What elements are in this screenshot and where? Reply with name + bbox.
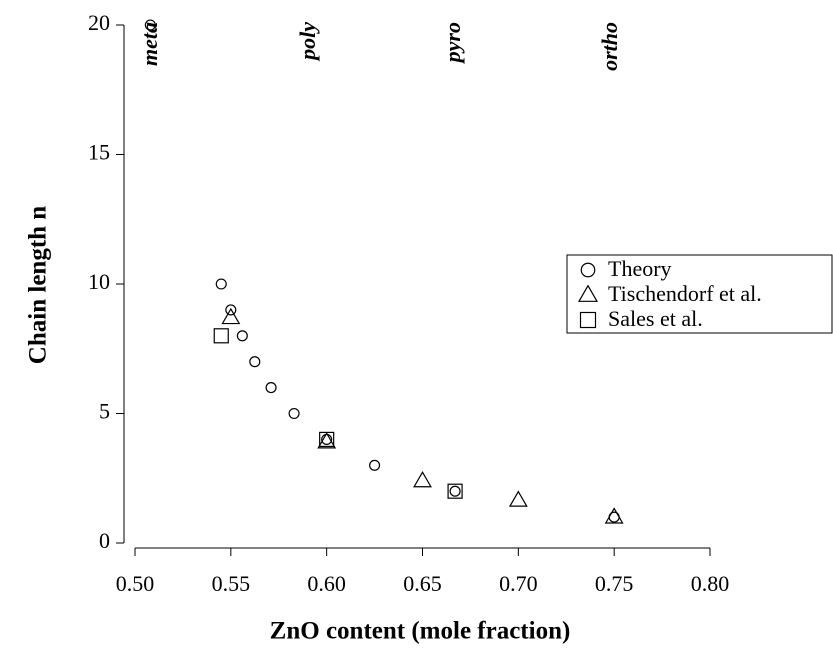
marker-triangle (508, 490, 528, 507)
annotation: meta (137, 22, 162, 66)
annotation: ortho (597, 22, 622, 71)
annotation: pyro (440, 22, 465, 64)
marker-circle (288, 407, 300, 420)
marker-triangle (604, 507, 624, 524)
legend-label: Sales et al. (608, 306, 703, 331)
marker-circle (580, 262, 596, 278)
marker-triangle (221, 307, 241, 325)
marker-circle (225, 304, 237, 316)
marker-circle (449, 485, 461, 497)
y-tick-label: 20 (88, 10, 110, 35)
x-tick-label: 0.60 (307, 571, 346, 596)
y-tick-label: 10 (88, 269, 110, 294)
legend-label: Tischendorf et al. (608, 281, 762, 306)
annotation: poly (295, 22, 320, 62)
legend-label: Theory (608, 256, 672, 281)
x-axis-title: ZnO content (mole fraction) (270, 618, 571, 645)
x-tick-label: 0.75 (595, 571, 634, 596)
marker-triangle (317, 432, 337, 449)
marker-square (447, 483, 463, 499)
y-tick-label: 15 (88, 140, 110, 165)
marker-circle (144, 19, 156, 31)
x-tick-label: 0.55 (212, 571, 251, 596)
marker-square (213, 328, 229, 344)
y-tick-label: 0 (99, 528, 110, 553)
marker-triangle (577, 284, 599, 302)
marker-square (319, 431, 335, 447)
x-tick-label: 0.80 (691, 571, 730, 596)
marker-square (579, 311, 597, 329)
marker-circle (215, 278, 227, 290)
legend-box (566, 254, 833, 334)
marker-circle (369, 459, 381, 471)
x-tick-label: 0.70 (499, 571, 538, 596)
marker-circle (236, 330, 248, 342)
marker-circle (249, 356, 261, 368)
x-tick-label: 0.50 (116, 571, 155, 596)
y-tick-label: 5 (99, 399, 110, 424)
marker-triangle (413, 470, 432, 488)
x-tick-label: 0.65 (403, 571, 442, 596)
marker-circle (265, 382, 277, 394)
y-axis-title: Chain length n (25, 206, 52, 364)
